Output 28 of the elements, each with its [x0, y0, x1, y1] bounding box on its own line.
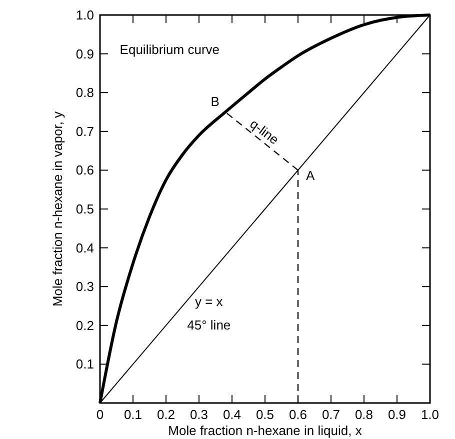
annotation: Equilibrium curve — [120, 42, 220, 57]
y-tick-label: 0.9 — [76, 46, 94, 62]
x-axis-title: Mole fraction n-hexane in liquid, x — [168, 423, 362, 438]
x-tick-label: 0.2 — [156, 407, 176, 422]
annotation: A — [306, 168, 315, 184]
x-tick-label: 0.6 — [288, 407, 308, 422]
x-tick-label: 0 — [96, 407, 104, 422]
y-tick-label: 0.2 — [76, 318, 94, 333]
y-tick-label: 0.1 — [76, 356, 94, 372]
x-tick-label: 0.3 — [190, 407, 208, 422]
x-tick-label: 0.7 — [322, 407, 340, 422]
y-tick-label: 1.0 — [76, 8, 94, 22]
x-tick-label: 1.0 — [420, 407, 440, 422]
y-tick-label: 0.6 — [76, 162, 94, 178]
y-tick-label: 0.8 — [76, 85, 94, 100]
y-tick-label: 0.7 — [76, 124, 94, 139]
x-tick-label: 0.5 — [256, 407, 274, 422]
y-tick-label: 0.3 — [76, 279, 94, 294]
y-tick-label: 0.4 — [76, 240, 94, 256]
x-tick-label: 0.9 — [388, 407, 406, 422]
y-tick-label: 0.5 — [76, 202, 94, 216]
y-axis-title: Mole fraction n-hexane in vapor, y — [50, 110, 65, 307]
annotation: B — [210, 94, 220, 109]
x-tick-label: 0.1 — [124, 407, 142, 422]
annotation: y = x — [194, 294, 224, 309]
x-tick-label: 0.8 — [354, 407, 374, 422]
x-tick-label: 0.4 — [222, 407, 242, 422]
annotation: 45° line — [187, 317, 231, 332]
